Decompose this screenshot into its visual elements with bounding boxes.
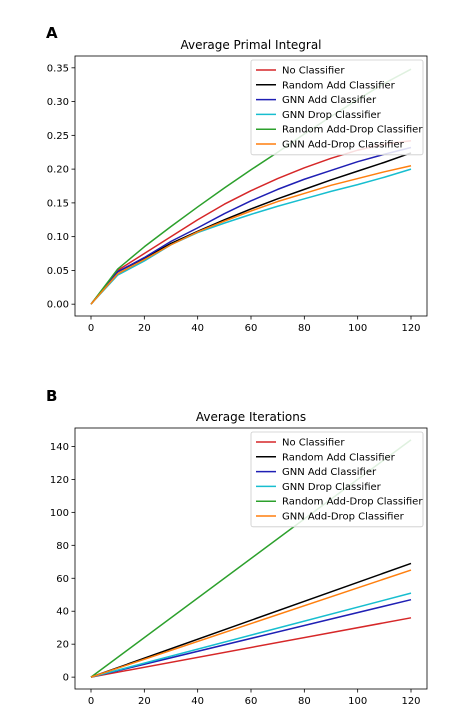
- legend-label: GNN Drop Classifier: [282, 482, 382, 493]
- x-tick-label: 120: [401, 696, 420, 707]
- series-line-5: [90, 165, 412, 305]
- chart-title: Average Primal Integral: [180, 38, 321, 52]
- x-tick-label: 100: [348, 323, 367, 334]
- legend: No Classifier Random Add Classifier GNN Ad…: [250, 431, 424, 528]
- x-tick-label: 0: [88, 323, 94, 334]
- legend-box: [250, 59, 424, 156]
- y-tick-label: 140: [50, 442, 69, 453]
- legend-label: Random Add-Drop Classifier: [282, 125, 423, 136]
- series-line-2: [90, 598, 412, 678]
- x-tick-label: 120: [401, 323, 420, 334]
- x-tick-label: 60: [245, 696, 258, 707]
- series-line-1: [90, 562, 412, 678]
- y-tick-label: 0.05: [47, 266, 69, 277]
- chart-panel-b: B Average Iterations 0 20 40 60 80 100 120 0 20 40 6…: [46, 387, 428, 707]
- series-line-1: [90, 152, 412, 305]
- legend-label: GNN Drop Classifier: [282, 110, 382, 121]
- legend: No Classifier Random Add Classifier GNN Ad…: [250, 59, 424, 156]
- y-tick-label: 0.15: [47, 198, 69, 209]
- legend-label: Random Add Classifier: [282, 80, 396, 91]
- x-tick-label: 40: [191, 323, 204, 334]
- x-tick-label: 40: [191, 696, 204, 707]
- series-line-5: [90, 569, 412, 678]
- panel-letter: A: [46, 24, 58, 42]
- series-line-3: [90, 168, 412, 305]
- legend-label: Random Add-Drop Classifier: [282, 497, 423, 508]
- y-tick-label: 0.10: [47, 232, 69, 243]
- series-line-0: [90, 140, 412, 305]
- legend-label: No Classifier: [282, 66, 345, 77]
- y-tick-label: 20: [56, 640, 69, 651]
- y-tick-label: 100: [50, 508, 69, 519]
- y-tick-label: 0.25: [47, 131, 69, 142]
- panel-letter: B: [46, 387, 57, 405]
- y-tick-label: 120: [50, 475, 69, 486]
- x-tick-label: 60: [245, 323, 258, 334]
- x-tick-label: 80: [298, 323, 311, 334]
- x-tick-label: 20: [138, 323, 151, 334]
- series-lines: [90, 439, 412, 678]
- series-line-3: [90, 592, 412, 678]
- chart-title: Average Iterations: [196, 410, 306, 424]
- y-tick-label: 0.20: [47, 165, 69, 176]
- legend-label: GNN Add Classifier: [282, 95, 377, 106]
- y-tick-label: 60: [56, 574, 69, 585]
- chart-panel-a: A Average Primal Integral 0 20 40 60 80 100 120 0…: [46, 24, 428, 334]
- y-tick-label: 0.35: [47, 63, 69, 74]
- y-tick-label: 0: [63, 673, 69, 684]
- x-tick-label: 100: [348, 696, 367, 707]
- legend-box: [250, 431, 424, 528]
- y-tick-label: 80: [56, 541, 69, 552]
- y-tick-label: 40: [56, 607, 69, 618]
- series-line-2: [90, 146, 412, 305]
- legend-label: GNN Add-Drop Classifier: [282, 512, 405, 523]
- y-tick-label: 0.00: [47, 300, 69, 311]
- x-tick-label: 0: [88, 696, 94, 707]
- legend-label: GNN Add Classifier: [282, 467, 377, 478]
- legend-label: GNN Add-Drop Classifier: [282, 140, 405, 151]
- x-tick-label: 80: [298, 696, 311, 707]
- legend-label: Random Add Classifier: [282, 452, 396, 463]
- legend-label: No Classifier: [282, 438, 345, 449]
- x-tick-label: 20: [138, 696, 151, 707]
- series-line-0: [90, 617, 412, 678]
- y-tick-label: 0.30: [47, 97, 69, 108]
